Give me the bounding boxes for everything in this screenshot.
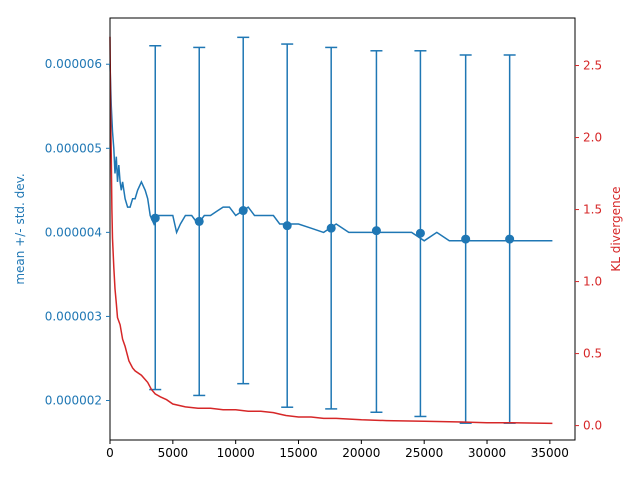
mean-marker bbox=[150, 213, 160, 223]
x-tick-label: 20000 bbox=[342, 446, 380, 460]
x-tick-label: 0 bbox=[106, 446, 114, 460]
y-right-tick-label: 0.5 bbox=[583, 347, 602, 361]
mean-marker bbox=[326, 223, 336, 233]
x-tick-label: 35000 bbox=[531, 446, 569, 460]
y-axis-label-left: mean +/- std. dev. bbox=[13, 173, 27, 284]
y-right-tick-label: 2.5 bbox=[583, 59, 602, 73]
y-axis-label-right: KL divergence bbox=[609, 186, 623, 271]
y-right-tick-label: 1.0 bbox=[583, 275, 602, 289]
kl-divergence-line bbox=[109, 36, 553, 425]
y-left-tick-label: 0.000002 bbox=[45, 393, 102, 407]
x-tick-label: 30000 bbox=[468, 446, 506, 460]
mean-marker bbox=[415, 228, 425, 238]
y-right-tick-label: 0.0 bbox=[583, 419, 602, 433]
y-left-tick-label: 0.000005 bbox=[45, 141, 102, 155]
axes-frame bbox=[109, 17, 576, 441]
y-right-tick-label: 1.5 bbox=[583, 203, 602, 217]
mean-marker bbox=[505, 234, 515, 244]
y-left-tick-label: 0.000003 bbox=[45, 309, 102, 323]
mean-marker bbox=[282, 221, 292, 231]
y-left-tick-label: 0.000006 bbox=[45, 57, 102, 71]
tick-layer: 0 5000 10000 15000 20000 25000 30000 35000 0.000… bbox=[45, 57, 602, 460]
mean-marker bbox=[371, 226, 381, 236]
y-left-tick-label: 0.000004 bbox=[45, 225, 102, 239]
mean-line bbox=[109, 64, 553, 242]
mean-marker bbox=[194, 216, 204, 226]
x-tick-label: 15000 bbox=[279, 446, 317, 460]
x-tick-label: 10000 bbox=[217, 446, 255, 460]
x-tick-label: 25000 bbox=[405, 446, 443, 460]
x-tick-label: 5000 bbox=[158, 446, 189, 460]
plot-frame bbox=[109, 17, 576, 441]
mean-marker bbox=[461, 234, 471, 244]
y-right-tick-label: 2.0 bbox=[583, 131, 602, 145]
mean-marker bbox=[238, 206, 248, 216]
series-layer bbox=[109, 36, 553, 425]
